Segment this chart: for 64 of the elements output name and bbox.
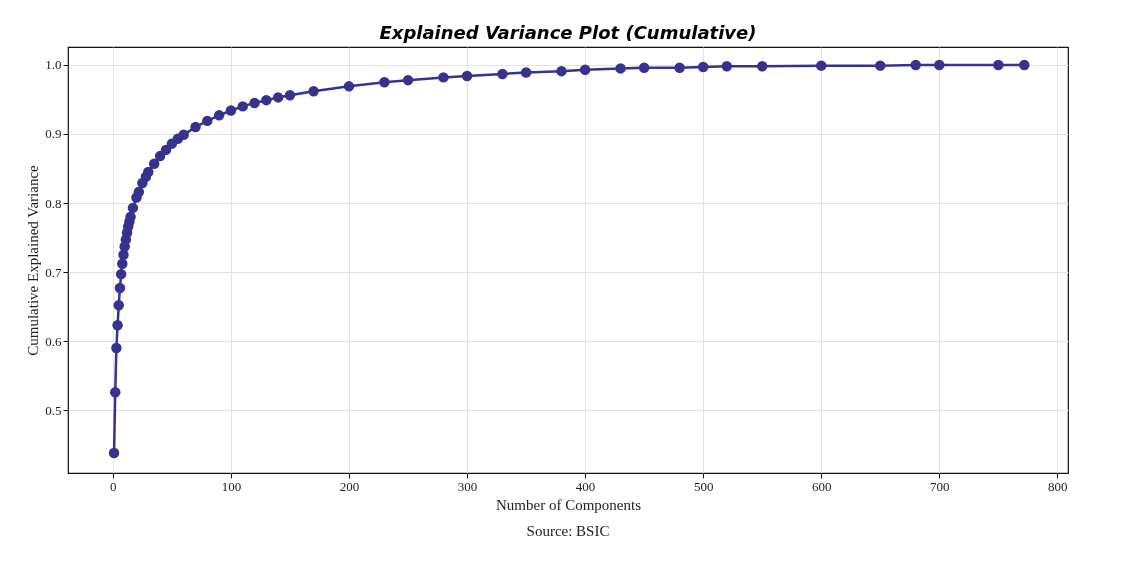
point: [697, 61, 709, 73]
point: [615, 63, 626, 74]
x-tick-label: 200: [339, 478, 360, 494]
point: [154, 150, 166, 162]
point: [111, 342, 122, 354]
point: [272, 92, 284, 103]
x-tick-label: 400: [575, 478, 596, 494]
point: [497, 68, 508, 80]
x-tick-label: 500: [693, 478, 714, 494]
point: [379, 76, 390, 88]
point: [520, 67, 532, 78]
point: [461, 70, 473, 82]
point: [133, 186, 145, 198]
point: [112, 320, 123, 331]
x-tick-label: 800: [1048, 478, 1068, 494]
point: [674, 62, 685, 73]
point: [284, 90, 296, 101]
x-tick-label: 300: [457, 478, 478, 494]
x-axis-title: Number of Components: [496, 496, 642, 513]
point: [343, 81, 355, 92]
y-axis-title: Cumulative Explained Variance: [25, 164, 42, 356]
point: [249, 97, 260, 109]
x-tick-label: 0: [110, 478, 117, 494]
point: [308, 85, 319, 97]
point: [117, 258, 128, 270]
y-tick-label: 0.9: [45, 126, 62, 142]
chart-title: Explained Variance Plot (Cumulative): [379, 22, 757, 43]
point: [213, 110, 225, 121]
point: [109, 386, 121, 398]
point: [237, 101, 248, 112]
y-tick-label: 0.5: [45, 402, 62, 418]
point: [114, 282, 126, 294]
point: [127, 202, 139, 214]
point: [756, 61, 768, 72]
point: [556, 65, 567, 77]
y-tick-label: 0.7: [45, 264, 62, 280]
point: [115, 268, 127, 280]
point: [1019, 59, 1030, 71]
x-tick-label: 700: [930, 478, 950, 494]
point: [438, 72, 449, 83]
point: [875, 60, 886, 71]
point: [721, 61, 733, 72]
point: [638, 62, 650, 73]
point: [934, 59, 945, 71]
point: [816, 60, 827, 71]
y-tick-label: 0.6: [45, 333, 62, 349]
x-tick-label: 600: [812, 478, 832, 494]
y-tick-label: 0.8: [45, 195, 62, 211]
point: [910, 59, 921, 71]
point: [148, 158, 160, 169]
point: [261, 94, 272, 106]
point: [108, 447, 120, 459]
point: [225, 105, 237, 116]
point: [190, 121, 201, 133]
point: [993, 59, 1004, 71]
y-tick-label: 1.0: [45, 57, 62, 73]
point: [113, 299, 125, 311]
point: [143, 166, 154, 178]
source-note: Source: BSIC: [526, 523, 610, 539]
point: [579, 64, 591, 76]
point: [178, 129, 189, 140]
x-tick-label: 100: [221, 478, 242, 494]
point: [202, 115, 213, 127]
point: [402, 74, 414, 86]
